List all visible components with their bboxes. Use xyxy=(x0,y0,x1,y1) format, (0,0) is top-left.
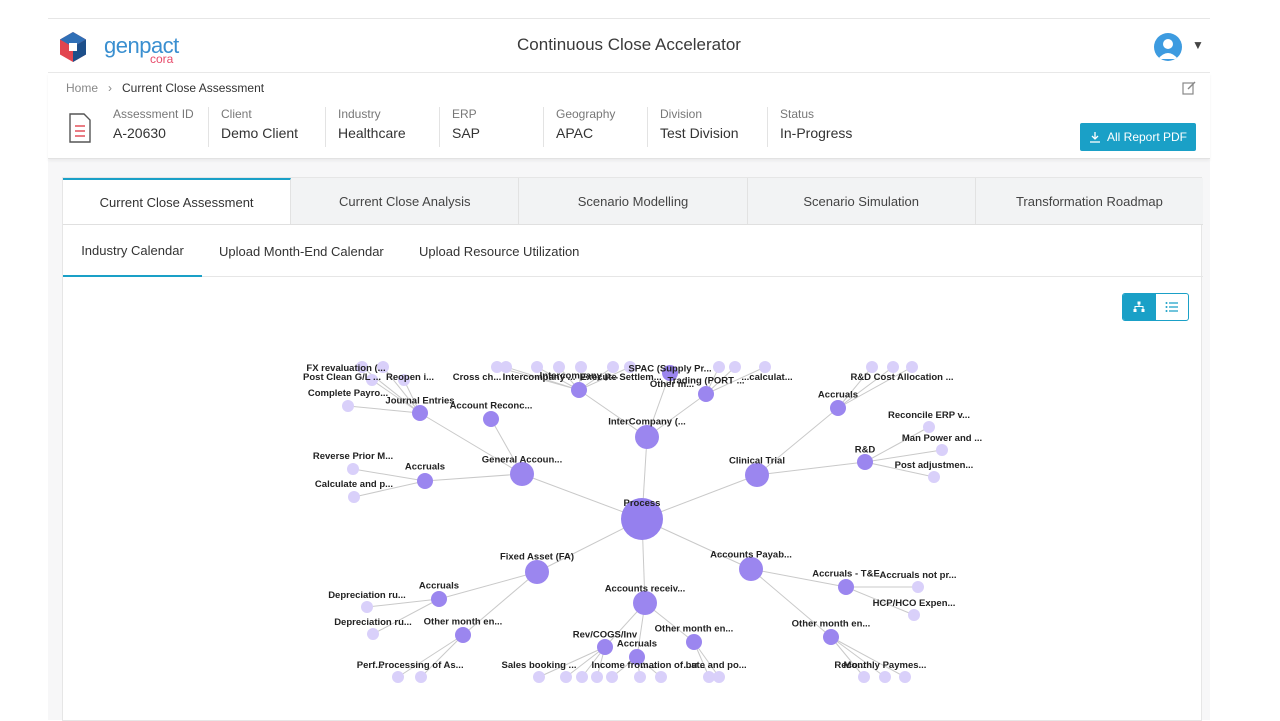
user-avatar-icon[interactable] xyxy=(1154,33,1182,61)
sub-tabs: Industry Calendar Upload Month-End Calen… xyxy=(63,225,1203,277)
field-industry: Industry Healthcare xyxy=(325,107,406,147)
hierarchy-icon[interactable] xyxy=(1123,294,1156,320)
all-report-pdf-button[interactable]: All Report PDF xyxy=(1080,123,1196,151)
logo-text: genpact xyxy=(104,33,179,58)
tab-transformation-roadmap[interactable]: Transformation Roadmap xyxy=(1015,193,1163,209)
assessment-card: Current Close Assessment Current Close A… xyxy=(62,177,1203,721)
field-client: Client Demo Client xyxy=(208,107,298,147)
breadcrumb-current: Current Close Assessment xyxy=(122,81,265,95)
logo-subtext: cora xyxy=(150,52,174,66)
download-icon xyxy=(1089,132,1100,143)
field-geography: Geography APAC xyxy=(543,107,615,147)
chevron-right-icon: › xyxy=(108,81,113,95)
document-icon xyxy=(69,113,91,143)
field-erp: ERP SAP xyxy=(439,107,480,147)
field-label: ERP xyxy=(452,107,477,121)
field-label: Industry xyxy=(338,107,381,121)
field-label: Division xyxy=(660,107,703,121)
main-tabs: Current Close Assessment Current Close A… xyxy=(63,178,1203,225)
genpact-logo[interactable]: genpact cora xyxy=(60,30,200,66)
tab-current-close-analysis[interactable]: Current Close Analysis xyxy=(291,178,520,224)
field-status: Status In-Progress xyxy=(767,107,852,147)
genpact-logo-icon xyxy=(60,32,86,62)
field-value: A-20630 xyxy=(113,125,166,141)
tab-scenario-simulation[interactable]: Scenario Simulation xyxy=(748,178,976,224)
subtab-upload-month-end-calendar[interactable]: Upload Month-End Calendar xyxy=(219,243,384,259)
edit-icon[interactable] xyxy=(1182,81,1196,95)
field-value: Test Division xyxy=(660,125,739,141)
list-icon[interactable] xyxy=(1156,294,1189,320)
field-label: Assessment ID xyxy=(113,107,194,121)
field-division: Division Test Division xyxy=(647,107,739,147)
field-value: Demo Client xyxy=(221,125,299,141)
user-menu-caret-icon[interactable]: ▼ xyxy=(1192,38,1204,52)
field-value: APAC xyxy=(556,125,594,141)
app-frame: genpact cora Continuous Close Accelerato… xyxy=(48,18,1210,721)
subtab-industry-calendar[interactable]: Industry Calendar xyxy=(63,225,202,277)
all-report-pdf-label: All Report PDF xyxy=(1106,130,1188,144)
subtab-upload-resource-utilization[interactable]: Upload Resource Utilization xyxy=(419,243,580,259)
app-title: Continuous Close Accelerator xyxy=(517,35,741,54)
field-label: Client xyxy=(221,107,252,121)
field-value: In-Progress xyxy=(780,125,853,141)
breadcrumb-home[interactable]: Home xyxy=(66,81,99,95)
breadcrumb: Home › Current Close Assessment xyxy=(66,81,264,95)
field-value: Healthcare xyxy=(338,125,406,141)
field-label: Status xyxy=(780,107,815,121)
tab-scenario-modelling[interactable]: Scenario Modelling xyxy=(519,178,748,224)
field-value: SAP xyxy=(452,125,481,141)
top-bar: genpact cora Continuous Close Accelerato… xyxy=(48,19,1210,73)
field-label: Geography xyxy=(556,107,616,121)
view-toggle xyxy=(1122,293,1189,321)
tab-current-close-assessment[interactable]: Current Close Assessment xyxy=(63,178,292,224)
assessment-info-bar: Home › Current Close Assessment Assessme… xyxy=(48,73,1210,159)
field-assessment-id: Assessment ID A-20630 xyxy=(113,107,194,147)
